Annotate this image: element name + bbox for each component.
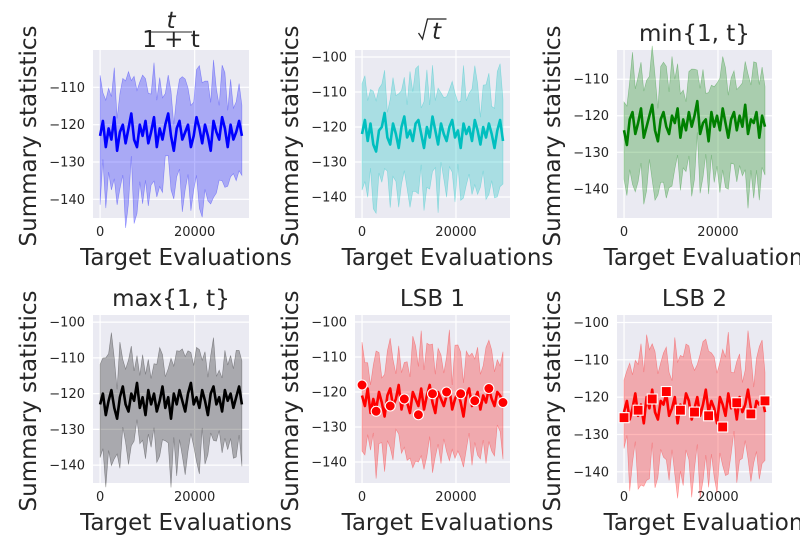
data-point <box>398 393 410 405</box>
x-axis-label: Target Evaluations <box>603 510 800 536</box>
y-tick-label: −110 <box>311 86 347 101</box>
subplot-2: −140 −130 −120 −110 −100 0 20000 t Summary stati… <box>278 18 554 271</box>
y-tick-label: −140 <box>49 459 85 474</box>
series-line <box>360 111 505 153</box>
title-argument: t <box>432 19 442 45</box>
data-point <box>356 379 368 391</box>
subplot-6: −140 −130 −120 −110 −100 0 20000 LSB 2 Summary s… <box>540 286 800 536</box>
data-point <box>703 410 715 422</box>
x-tick-label: 20000 <box>174 490 215 505</box>
y-tick-label: −110 <box>573 353 609 368</box>
x-axis-label: Target Evaluations <box>341 510 554 536</box>
data-point <box>759 395 771 407</box>
chart-title: t <box>417 18 447 45</box>
x-axis-label: Target Evaluations <box>341 245 554 271</box>
series-line <box>622 99 767 147</box>
subplot-3: −140 −130 −120 −110 0 20000 min{1, t} Summary s… <box>540 21 800 271</box>
y-tick-label: −130 <box>311 421 347 436</box>
x-tick-label: 0 <box>96 490 104 505</box>
data-point <box>497 396 509 409</box>
y-tick-label: −130 <box>573 146 609 161</box>
y-tick-label: −100 <box>49 316 85 331</box>
chart-title: LSB 2 <box>662 286 727 312</box>
data-point <box>717 421 729 433</box>
y-tick-label: −120 <box>573 109 609 124</box>
x-tick-label: 0 <box>96 225 104 240</box>
y-tick-label: −120 <box>49 387 85 402</box>
y-axis-label: Summary statistics <box>540 26 566 247</box>
data-point <box>483 382 495 395</box>
x-axis-label: Target Evaluations <box>79 510 292 536</box>
y-tick-label: −140 <box>311 456 347 471</box>
y-axis-label: Summary statistics <box>278 291 304 512</box>
series-band <box>623 45 766 209</box>
y-tick-label: −140 <box>311 191 347 206</box>
subplot-4: −140 −130 −120 −110 −100 0 20000 max{1, t} Summa… <box>16 286 292 536</box>
chart-title: t1 + t <box>142 8 200 53</box>
y-tick-label: −100 <box>311 51 347 66</box>
subplot-5: −140 −130 −120 −110 −100 0 20000 LSB 1 Summary s… <box>278 286 553 536</box>
chart-title: min{1, t} <box>639 21 750 47</box>
data-point <box>632 404 644 416</box>
series-band <box>99 59 243 229</box>
data-point <box>370 405 382 417</box>
data-point <box>688 406 701 418</box>
data-point <box>426 388 439 400</box>
y-tick-label: −140 <box>573 465 609 480</box>
x-tick-label: 20000 <box>174 225 215 240</box>
chart-title: LSB 1 <box>400 286 465 312</box>
data-point <box>646 393 658 405</box>
x-axis-label: Target Evaluations <box>79 245 292 271</box>
y-axis-label: Summary statistics <box>278 26 304 247</box>
data-point <box>412 409 424 421</box>
y-tick-label: −100 <box>573 316 609 331</box>
x-tick-label: 20000 <box>435 490 476 505</box>
y-tick-label: −140 <box>573 182 609 197</box>
y-axis-label: Summary statistics <box>540 291 566 512</box>
x-tick-label: 0 <box>620 490 628 505</box>
sqrt-radical-icon <box>417 18 447 41</box>
y-tick-label: −110 <box>49 351 85 366</box>
data-point <box>618 412 630 424</box>
y-tick-label: −130 <box>49 156 85 171</box>
y-axis-label: Summary statistics <box>16 291 42 512</box>
data-point <box>441 386 453 398</box>
data-point <box>731 397 743 409</box>
data-point <box>469 395 481 407</box>
title-denominator: 1 + t <box>142 27 200 53</box>
data-point <box>660 385 672 398</box>
series-band <box>361 63 504 215</box>
y-tick-label: −110 <box>573 73 609 88</box>
y-tick-label: −130 <box>573 428 609 443</box>
data-point <box>455 388 467 400</box>
data-point <box>745 408 757 420</box>
x-tick-label: 0 <box>620 225 628 240</box>
data-point <box>674 404 686 416</box>
series-line <box>98 381 244 420</box>
series-line <box>98 112 244 153</box>
y-tick-label: −130 <box>311 156 347 171</box>
y-tick-label: −110 <box>49 81 85 96</box>
chart-title: max{1, t} <box>112 286 230 312</box>
x-axis-label: Target Evaluations <box>603 245 800 271</box>
x-tick-label: 20000 <box>697 490 738 505</box>
y-tick-label: −130 <box>49 423 85 438</box>
title-numerator: t <box>166 8 176 34</box>
y-tick-label: −120 <box>311 121 347 136</box>
y-tick-label: −110 <box>311 351 347 366</box>
y-tick-label: −120 <box>311 386 347 401</box>
x-tick-label: 20000 <box>435 225 476 240</box>
y-tick-label: −120 <box>49 118 85 133</box>
y-tick-label: −100 <box>311 316 347 331</box>
data-point <box>384 400 396 412</box>
y-tick-label: −140 <box>49 193 85 208</box>
subplot-1: −140 −130 −120 −110 0 20000 t1 + t Summary stat… <box>16 8 292 271</box>
x-tick-label: 0 <box>358 490 366 505</box>
y-tick-label: −120 <box>573 391 609 406</box>
x-tick-label: 0 <box>358 225 366 240</box>
x-tick-label: 20000 <box>697 225 738 240</box>
y-axis-label: Summary statistics <box>16 26 42 247</box>
